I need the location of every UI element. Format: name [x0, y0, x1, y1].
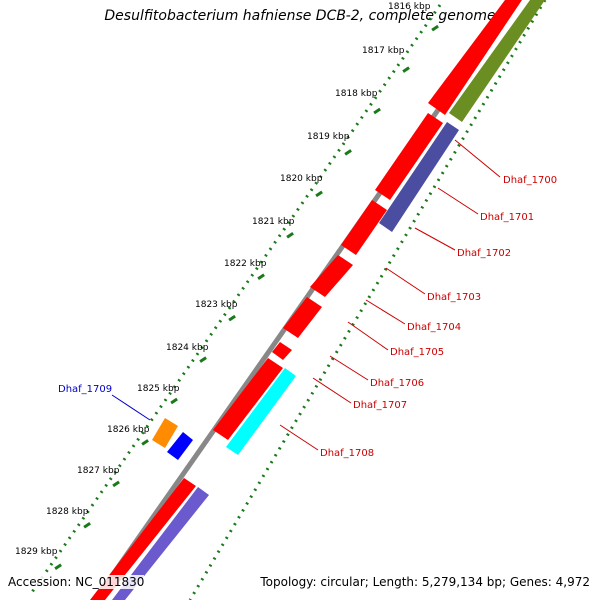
slate-feature — [379, 122, 459, 232]
tick-mark — [228, 314, 236, 322]
cyan-feature — [226, 368, 296, 455]
orange-feature — [152, 418, 178, 448]
tick-labels: 1816 kbp 1817 kbp 1818 kbp 1819 kbp 1820… — [15, 2, 431, 557]
tick-mark — [83, 522, 91, 529]
cds-feature — [375, 113, 443, 200]
feature-tracks — [90, 0, 545, 600]
tick-label: 1816 kbp — [388, 2, 431, 12]
gene-label-dhaf-1708[interactable]: Dhaf_1708 — [320, 448, 374, 459]
gene-label-dhaf-1707[interactable]: Dhaf_1707 — [353, 400, 407, 411]
tick-label: 1818 kbp — [335, 89, 378, 99]
cds-feature — [213, 358, 283, 440]
purple-feature — [112, 487, 209, 600]
tick-mark — [373, 107, 381, 115]
cds-feature — [90, 478, 196, 600]
tick-label: 1828 kbp — [46, 507, 89, 517]
leader-line — [347, 321, 389, 351]
tick-mark — [112, 480, 120, 488]
tick-mark — [344, 149, 352, 156]
tick-marks — [54, 24, 439, 570]
tick-label: 1826 kbp — [107, 425, 150, 435]
gene-label-dhaf-1700[interactable]: Dhaf_1700 — [503, 175, 557, 186]
leader-line-blue — [111, 394, 151, 421]
tick-mark — [257, 273, 265, 280]
tick-label: 1822 kbp — [224, 259, 267, 269]
leader-line — [329, 355, 369, 381]
cds-feature — [428, 0, 522, 115]
tick-label: 1825 kbp — [137, 384, 180, 394]
cds-feature — [272, 342, 292, 360]
leader-line — [414, 227, 456, 251]
gene-label-leaders — [279, 139, 501, 451]
cds-feature — [341, 200, 387, 255]
tick-mark — [170, 397, 178, 405]
tick-label: 1824 kbp — [166, 343, 209, 353]
tick-mark — [199, 356, 207, 363]
topology-summary: Topology: circular; Length: 5,279,134 bp… — [260, 575, 590, 589]
gene-label-dhaf-1709[interactable]: Dhaf_1709 — [58, 384, 112, 395]
tick-mark — [286, 232, 294, 239]
tick-label: 1829 kbp — [15, 547, 58, 557]
gene-label-dhaf-1701[interactable]: Dhaf_1701 — [480, 212, 534, 223]
gene-label-dhaf-1705[interactable]: Dhaf_1705 — [390, 347, 444, 358]
tick-label: 1820 kbp — [280, 174, 323, 184]
leader-line — [365, 299, 406, 325]
gene-label-dhaf-1702[interactable]: Dhaf_1702 — [457, 248, 511, 259]
tick-label: 1823 kbp — [195, 300, 238, 310]
tick-mark — [54, 563, 62, 570]
olive-feature — [449, 0, 545, 122]
gene-label-dhaf-1703[interactable]: Dhaf_1703 — [427, 292, 481, 303]
tick-label: 1817 kbp — [362, 46, 405, 56]
blue-feature — [167, 432, 193, 460]
leader-line — [385, 267, 426, 295]
cds-feature — [310, 255, 353, 297]
leader-line — [312, 377, 352, 404]
accession-label: Accession: NC_011830 — [8, 575, 145, 589]
tick-mark — [431, 24, 439, 32]
tick-mark — [315, 190, 323, 198]
leader-line — [454, 139, 501, 178]
tick-label: 1821 kbp — [252, 217, 295, 227]
gene-label-dhaf-1706[interactable]: Dhaf_1706 — [370, 378, 424, 389]
leader-line — [437, 187, 479, 215]
leader-line — [279, 424, 319, 451]
gene-label-dhaf-1704[interactable]: Dhaf_1704 — [407, 322, 461, 333]
tick-label: 1827 kbp — [77, 466, 120, 476]
tick-mark — [141, 439, 149, 446]
map-title: Desulfitobacterium hafniense DCB-2, comp… — [104, 8, 496, 24]
tick-mark — [402, 66, 410, 73]
cds-feature — [283, 297, 322, 338]
tick-label: 1819 kbp — [307, 132, 350, 142]
gene-labels: Dhaf_1700 Dhaf_1701 Dhaf_1702 Dhaf_1703 … — [320, 175, 557, 459]
